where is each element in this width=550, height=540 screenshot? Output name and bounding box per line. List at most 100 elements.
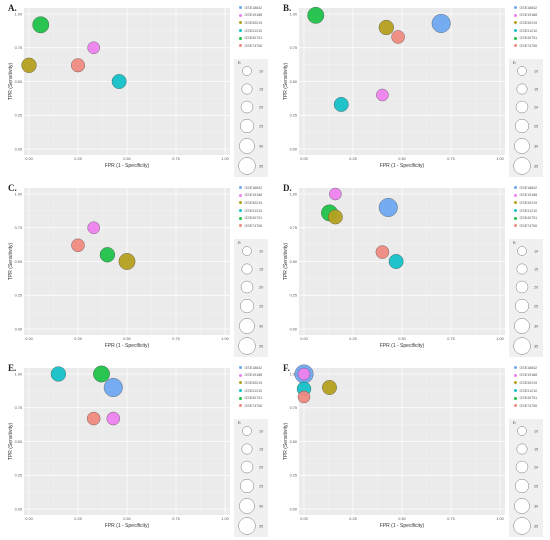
legend-swatch bbox=[239, 193, 242, 197]
size-legend-graphic: 10 15 20 25 30 35 bbox=[238, 246, 263, 355]
legend-label: GSE74706 bbox=[244, 403, 263, 408]
size-legend-circle bbox=[238, 337, 256, 355]
y-tick-label: 0.25 bbox=[290, 294, 297, 298]
legend-label: GSE18842 bbox=[244, 5, 263, 10]
y-tick-label: 0.75 bbox=[15, 406, 22, 410]
x-tick-label: 0.25 bbox=[349, 337, 356, 341]
size-legend-label: 20 bbox=[259, 285, 263, 289]
size-legend-label: 15 bbox=[534, 447, 538, 451]
legend-item: GSE18842 bbox=[514, 364, 548, 372]
data-point-gse18842 bbox=[103, 378, 123, 397]
legend-item: GSE40791 bbox=[239, 394, 273, 402]
chart-panel-2: B. 0.00 0.00 0.25 0.25 0.50 0.50 0.75 0.75 1.00 1.… bbox=[275, 0, 550, 180]
size-legend-circle bbox=[516, 263, 528, 275]
size-legend-circle bbox=[515, 280, 529, 294]
size-legend-circle bbox=[240, 299, 254, 313]
size-legend: n 10 15 20 25 30 35 bbox=[509, 59, 543, 177]
legend-swatch bbox=[514, 373, 517, 377]
legend-swatch bbox=[514, 36, 517, 40]
size-legend-label: 35 bbox=[534, 344, 538, 348]
size-legend-circle bbox=[514, 498, 530, 514]
y-axis-label: TPR (Sensitivity) bbox=[8, 63, 14, 101]
legend-label: GSE31210 bbox=[244, 208, 263, 213]
y-axis-label: TPR (Sensitivity) bbox=[8, 423, 14, 461]
legend-label: GSE31210 bbox=[519, 208, 538, 213]
legend-label: GSE30219 bbox=[244, 380, 263, 385]
legend-item: GSE18842 bbox=[239, 364, 273, 372]
legend-label: GSE30219 bbox=[519, 20, 538, 25]
size-legend-circle bbox=[515, 460, 529, 474]
size-legend: n 10 15 20 25 30 35 bbox=[234, 419, 268, 537]
x-tick-label: 0.00 bbox=[25, 157, 32, 161]
legend-item: GSE31210 bbox=[239, 27, 273, 35]
data-point-gse19188 bbox=[297, 367, 311, 381]
y-tick-label: 0.25 bbox=[15, 294, 22, 298]
scatter-plot: 0.00 0.00 0.25 0.25 0.50 0.50 0.75 0.75 1.00 1.00… bbox=[283, 6, 505, 169]
legend-item: GSE31210 bbox=[514, 27, 548, 35]
x-axis-label: FPR (1 - Specificity) bbox=[105, 523, 150, 529]
x-tick-label: 1.00 bbox=[221, 337, 228, 341]
legend-item: GSE40791 bbox=[514, 34, 548, 42]
legend-label: GSE40791 bbox=[244, 396, 263, 401]
x-tick-label: 0.75 bbox=[172, 337, 179, 341]
x-axis-label: FPR (1 - Specificity) bbox=[105, 163, 150, 169]
legend-label: GSE40791 bbox=[244, 216, 263, 221]
legend-label: GSE19188 bbox=[244, 373, 263, 378]
legend-label: GSE74706 bbox=[519, 43, 538, 48]
size-legend-title: n bbox=[238, 60, 241, 65]
size-legend-label: 30 bbox=[259, 324, 263, 328]
size-legend-circle bbox=[242, 246, 252, 256]
legend-item: GSE19188 bbox=[514, 192, 548, 200]
x-tick-label: 0.50 bbox=[398, 337, 405, 341]
size-legend-graphic: 10 15 20 25 30 35 bbox=[513, 66, 538, 175]
size-legend-label: 30 bbox=[259, 504, 263, 508]
size-legend-label: 30 bbox=[534, 324, 538, 328]
size-legend-circle bbox=[517, 426, 527, 436]
data-point-gse31210 bbox=[111, 74, 127, 89]
legend-item: GSE74706 bbox=[239, 42, 273, 50]
x-tick-label: 0.00 bbox=[300, 157, 307, 161]
size-legend-circle bbox=[513, 157, 531, 175]
x-axis-label: FPR (1 - Specificity) bbox=[380, 523, 425, 529]
y-tick-label: 0.25 bbox=[290, 474, 297, 478]
size-legend-label: 30 bbox=[534, 504, 538, 508]
legend-swatch bbox=[239, 21, 242, 25]
y-tick-label: 0.50 bbox=[290, 440, 297, 444]
size-legend-label: 15 bbox=[259, 447, 263, 451]
size-legend-circle bbox=[516, 83, 528, 95]
size-legend-circle bbox=[515, 299, 529, 313]
x-tick-label: 1.00 bbox=[496, 157, 503, 161]
legend-item: GSE40791 bbox=[514, 394, 548, 402]
scatter-plot: 0.00 0.00 0.25 0.25 0.50 0.50 0.75 0.75 1.00 1.00… bbox=[283, 364, 505, 529]
data-point-gse18842 bbox=[431, 14, 451, 33]
size-legend-label: 30 bbox=[259, 144, 263, 148]
x-tick-label: 0.50 bbox=[398, 517, 405, 521]
size-legend-label: 35 bbox=[259, 164, 263, 168]
size-legend: n 10 15 20 25 30 35 bbox=[509, 239, 543, 357]
size-legend-title: n bbox=[513, 60, 516, 65]
series-legend: GSE18842 GSE19188 GSE30219 GSE31210 GSE40791… bbox=[239, 184, 273, 230]
size-legend-circle bbox=[514, 318, 530, 334]
x-tick-label: 0.50 bbox=[123, 157, 130, 161]
size-legend-label: 10 bbox=[259, 429, 263, 433]
data-point-gse19188 bbox=[376, 88, 389, 102]
size-legend-label: 20 bbox=[534, 465, 538, 469]
legend-item: GSE19188 bbox=[514, 12, 548, 20]
x-tick-label: 0.75 bbox=[447, 157, 454, 161]
data-point-gse30219 bbox=[378, 19, 394, 36]
size-legend-label: 20 bbox=[534, 105, 538, 109]
data-point-gse31210 bbox=[50, 366, 66, 382]
y-tick-label: 0.00 bbox=[290, 147, 297, 151]
size-legend-label: 10 bbox=[259, 69, 263, 73]
size-legend-label: 25 bbox=[259, 484, 263, 488]
y-tick-label: 0.25 bbox=[15, 474, 22, 478]
chart-panel-4: D. 0.00 0.00 0.25 0.25 0.50 0.50 0.75 0.75 1.00 1.… bbox=[275, 180, 550, 360]
legend-item: GSE40791 bbox=[239, 214, 273, 222]
legend-label: GSE30219 bbox=[519, 200, 538, 205]
x-tick-label: 0.25 bbox=[349, 517, 356, 521]
legend-label: GSE19188 bbox=[519, 13, 538, 18]
data-point-gse31210 bbox=[333, 97, 349, 112]
size-legend: n 10 15 20 25 30 35 bbox=[234, 239, 268, 357]
size-legend-circle bbox=[515, 100, 529, 114]
legend-label: GSE40791 bbox=[519, 36, 538, 41]
